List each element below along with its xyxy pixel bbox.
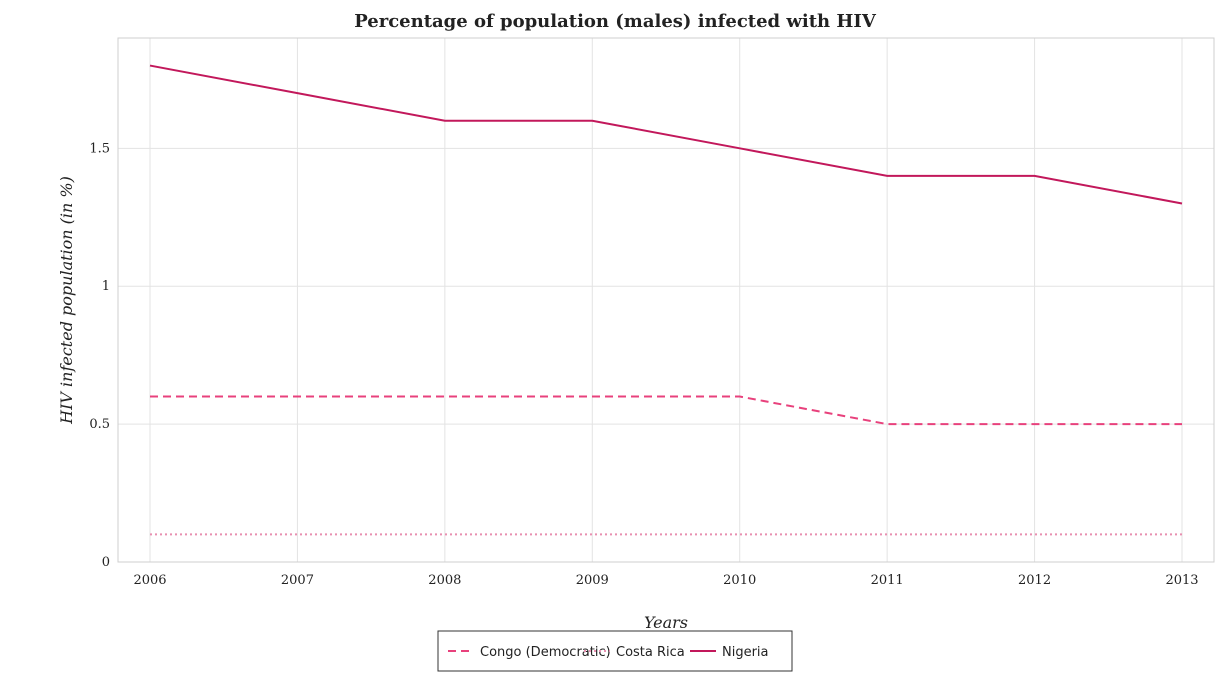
x-axis-ticks: 2006 2007 2008 2009 2010 2011 2012 2013 [133,573,1198,588]
legend-label: Costa Rica [616,645,685,660]
legend: Congo (Democratic) Costa Rica Nigeria [437,630,793,672]
x-tick-label: 2006 [133,573,166,588]
series-line [150,395,1182,426]
series-lines [149,64,1183,536]
x-tick-label: 2008 [428,573,461,588]
x-axis-title: Years [644,613,688,632]
y-tick-label: 0.5 [89,417,110,432]
plot-area-frame [117,37,1215,563]
legend-label: Nigeria [722,645,769,660]
series-nigeria [149,64,1183,205]
x-tick-label: 2009 [576,573,609,588]
y-axis-title: HIV infected population (in %) [57,176,76,425]
y-tick-label: 1 [102,279,110,294]
x-tick-label: 2011 [871,573,904,588]
legend-frame [437,630,793,672]
series-line [149,64,1183,205]
y-tick-label: 0 [102,555,110,570]
x-tick-label: 2012 [1018,573,1051,588]
x-tick-label: 2013 [1165,573,1198,588]
y-axis-ticks: 0 0.5 1 1.5 [89,141,110,570]
legend-label: Congo (Democratic) [480,645,611,660]
grid-lines [118,38,1214,563]
series-congo-democratic [149,395,1183,426]
x-tick-label: 2007 [281,573,314,588]
y-tick-label: 1.5 [89,141,110,156]
x-tick-label: 2010 [723,573,756,588]
chart-title: Percentage of population (males) infecte… [354,11,877,32]
